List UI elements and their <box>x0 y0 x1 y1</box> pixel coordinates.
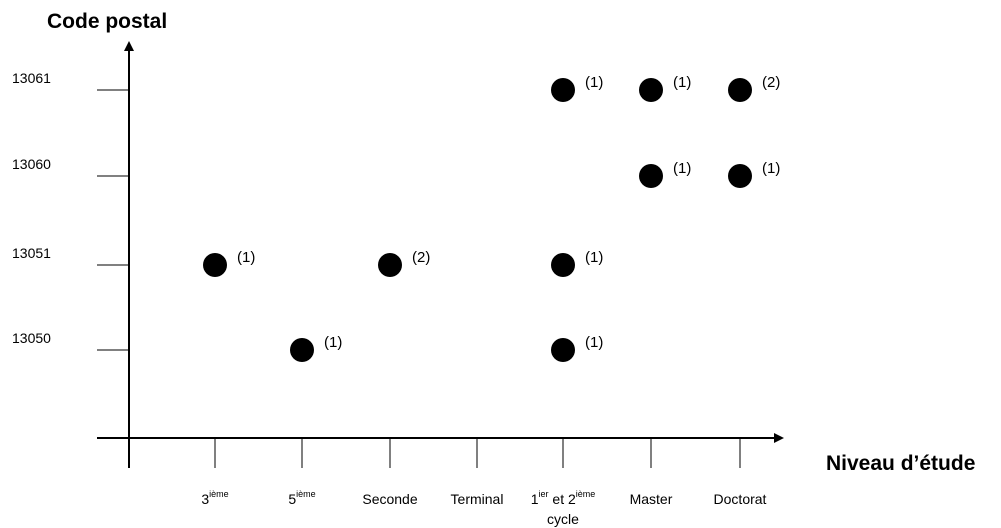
x-tick-label-terminal: Terminal <box>451 491 504 507</box>
y-axis-ticks: 13050 13051 13060 13061 <box>12 70 129 351</box>
x-tick-label-doctorat: Doctorat <box>714 491 767 507</box>
point-3i-me-13051 <box>203 253 227 277</box>
count-label-3i-me-13051: (1) <box>237 249 255 266</box>
x-tick-label-1ier-et-2i-me-cycle-line2: cycle <box>547 511 579 527</box>
count-label-doctorat-13061: (2) <box>762 74 780 91</box>
x-axis-title: Niveau d’étude <box>826 452 975 475</box>
count-label-1ier-et-2i-me-cycle-13050: (1) <box>585 334 603 351</box>
x-axis-ticks: 3ième 5ième Seconde Terminal 1ier et 2ième cy… <box>201 438 767 527</box>
point-1ier-et-2i-me-cycle-13050 <box>551 338 575 362</box>
point-seconde-13051 <box>378 253 402 277</box>
x-tick-label-seconde: Seconde <box>362 491 417 507</box>
count-label-1ier-et-2i-me-cycle-13061: (1) <box>585 74 603 91</box>
point-5i-me-13050 <box>290 338 314 362</box>
y-tick-label-13050: 13050 <box>12 330 51 346</box>
data-points: (1) (1) (2) (1) (1) (1) (1) (1) (2) (1) <box>203 74 780 362</box>
x-tick-label-1ier-et-2i-me-cycle: 1ier et 2ième <box>531 489 596 507</box>
count-label-master-13060: (1) <box>673 160 691 177</box>
x-tick-label-5i-me: 5ième <box>288 489 315 507</box>
count-label-seconde-13051: (2) <box>412 249 430 266</box>
count-label-1ier-et-2i-me-cycle-13051: (1) <box>585 249 603 266</box>
y-tick-label-13051: 13051 <box>12 245 51 261</box>
point-doctorat-13060 <box>728 164 752 188</box>
point-master-13061 <box>639 78 663 102</box>
count-label-doctorat-13060: (1) <box>762 160 780 177</box>
y-axis-title: Code postal <box>47 10 167 33</box>
point-1ier-et-2i-me-cycle-13051 <box>551 253 575 277</box>
count-label-master-13061: (1) <box>673 74 691 91</box>
x-tick-label-master: Master <box>630 491 673 507</box>
x-tick-label-3i-me: 3ième <box>201 489 228 507</box>
point-master-13060 <box>639 164 663 188</box>
point-1ier-et-2i-me-cycle-13061 <box>551 78 575 102</box>
count-label-5i-me-13050: (1) <box>324 334 342 351</box>
point-doctorat-13061 <box>728 78 752 102</box>
y-tick-label-13061: 13061 <box>12 70 51 86</box>
y-tick-label-13060: 13060 <box>12 156 51 172</box>
